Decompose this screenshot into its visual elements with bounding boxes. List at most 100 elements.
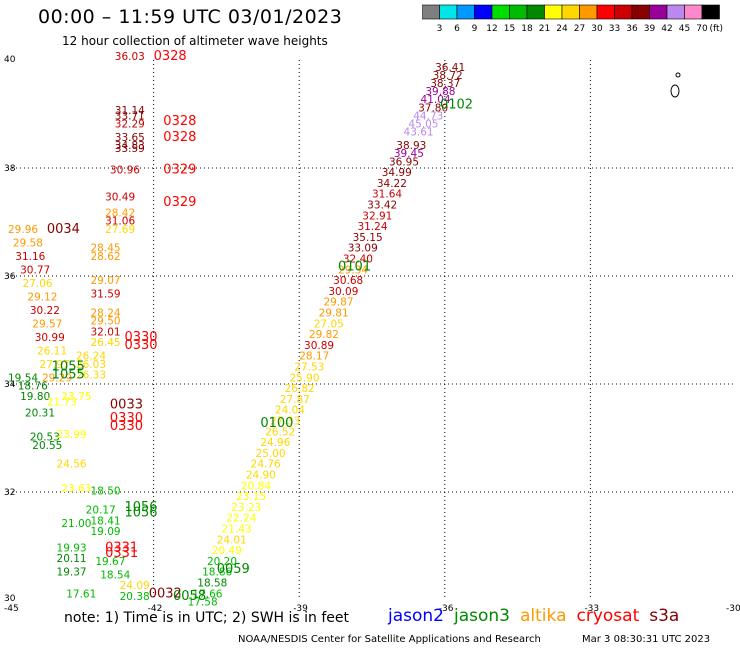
- colorbar-swatch: [439, 4, 458, 20]
- colorbar-label: 30: [591, 24, 603, 34]
- wave-height-value: 34.83: [115, 140, 145, 152]
- wave-height-value: 20.53: [30, 432, 60, 444]
- wave-height-value: 21.73: [47, 397, 77, 409]
- wave-height-value: 33.59: [115, 143, 145, 155]
- pass-time-label: 0102: [440, 98, 473, 113]
- pass-time-label: 0329: [163, 195, 196, 210]
- wave-height-value: 29.12: [27, 291, 57, 303]
- wave-height-value: 29.58: [13, 237, 43, 249]
- pass-time-label: 0328: [154, 49, 187, 64]
- wave-height-value: 20.20: [207, 556, 237, 568]
- x-tick-label: -42: [148, 604, 163, 614]
- colorbar-swatch: [509, 4, 528, 20]
- footer-timestamp: Mar 3 08:30:31 UTC 2023: [582, 634, 711, 645]
- colorbar-label: 3: [437, 24, 443, 34]
- wave-height-value: 24.76: [251, 459, 281, 471]
- wave-height-value: 30.99: [35, 332, 65, 344]
- wave-height-value: 32.01: [91, 326, 121, 338]
- colorbar-label: 21: [539, 24, 550, 34]
- wave-height-value: 39.45: [394, 148, 424, 160]
- wave-height-value: 31.64: [372, 189, 402, 201]
- pass-time-label: 0328: [163, 130, 196, 145]
- wave-height-value: 30.77: [20, 264, 50, 276]
- wave-height-value: 44.73: [413, 110, 443, 122]
- colorbar-swatch: [491, 4, 510, 20]
- pass-time-label: 0033: [110, 397, 143, 412]
- wave-height-value: 33.09: [348, 243, 378, 255]
- y-tick-label: 36: [4, 272, 16, 282]
- wave-height-value: 25.90: [289, 372, 319, 384]
- wave-height-value: 32.91: [362, 210, 392, 222]
- pass-time-label: 0330: [124, 338, 157, 353]
- wave-height-value: 17.58: [188, 596, 218, 608]
- y-tick-label: 38: [4, 164, 16, 174]
- pass-time-label: 1056: [124, 505, 157, 520]
- wave-height-value: 38.37: [430, 78, 460, 90]
- wave-height-value: 17.66: [192, 588, 222, 600]
- wave-height-labels: 36.4138.7238.3739.8841.0437.8044.7345.05…: [8, 51, 465, 608]
- wave-height-value: 21.43: [222, 524, 252, 536]
- wave-height-value: 24.09: [120, 580, 150, 592]
- wave-height-value: 20.49: [212, 545, 242, 557]
- colorbar-unit: (ft): [710, 24, 724, 34]
- wave-height-value: 35.15: [353, 232, 383, 244]
- wave-height-value: 18.50: [91, 486, 121, 498]
- wave-height-value: 28.17: [299, 351, 329, 363]
- wave-height-value: 19.37: [57, 567, 87, 579]
- wave-height-value: 29.07: [91, 275, 121, 287]
- pass-time-label: 0034: [47, 222, 80, 237]
- wave-height-value: 39.88: [425, 86, 455, 98]
- wave-height-value: 31.59: [91, 289, 121, 301]
- colorbar-label: 18: [521, 24, 533, 34]
- wave-height-value: 33.65: [115, 132, 145, 144]
- wave-height-value: 24.01: [217, 534, 247, 546]
- wave-height-value: 22.24: [226, 513, 256, 525]
- wave-height-value: 28.24: [91, 308, 121, 320]
- wave-height-value: 33.71: [115, 110, 145, 122]
- wave-height-value: 30.89: [304, 340, 334, 352]
- wave-height-value: 23.63: [61, 483, 91, 495]
- colorbar-label: 45: [679, 24, 690, 34]
- x-tick-label: -39: [293, 604, 308, 614]
- wave-height-value: 19.67: [95, 556, 125, 568]
- satellite-jason2: jason2: [388, 606, 444, 626]
- wave-height-value: 30.49: [105, 191, 135, 203]
- colorbar-swatch: [666, 4, 685, 20]
- wave-height-value: 24.04: [275, 405, 305, 417]
- wave-height-value: 30.96: [110, 164, 140, 176]
- wave-height-value: 28.42: [105, 208, 135, 220]
- colorbar-label: 42: [661, 24, 672, 34]
- wave-height-value: 19.93: [57, 542, 87, 554]
- pass-time-label: 0330: [110, 419, 143, 434]
- wave-height-value: 25.00: [256, 448, 286, 460]
- pass-time-label: 0331: [105, 540, 138, 555]
- colorbar-swatch: [422, 4, 440, 20]
- wave-height-value: 27.53: [294, 362, 324, 374]
- wave-height-value: 31.24: [357, 221, 387, 233]
- wave-height-value: 20.11: [57, 553, 87, 565]
- wave-height-value: 34.99: [382, 167, 412, 179]
- x-tick-label: -36: [439, 604, 454, 614]
- wave-height-value: 28.62: [91, 251, 121, 263]
- wave-height-value: 20.38: [120, 591, 150, 603]
- wave-height-value: 19.09: [91, 526, 121, 538]
- colorbar-label: 70: [696, 24, 708, 34]
- wave-height-value: 26.11: [37, 345, 67, 357]
- pass-time-label: 0059: [217, 562, 250, 577]
- satellite-altika: altika: [520, 606, 567, 626]
- pass-time-label: 0058: [173, 589, 206, 604]
- colorbar-label: 6: [454, 24, 460, 34]
- wave-height-value: 27.87: [280, 394, 310, 406]
- wave-height-value: 27.69: [105, 224, 135, 236]
- pass-time-label: 0101: [338, 260, 371, 275]
- wave-height-value: 19.80: [20, 391, 50, 403]
- wave-height-value: 31.14: [115, 105, 145, 117]
- colorbar-label: 36: [626, 24, 638, 34]
- y-tick-label: 32: [4, 488, 15, 498]
- pass-time-label: 1056: [124, 500, 157, 515]
- wave-height-value: 23.15: [236, 491, 266, 503]
- wave-height-value: 19.54: [8, 372, 38, 384]
- wave-height-value: 17.61: [66, 588, 96, 600]
- pass-time-label: 0032: [149, 586, 182, 601]
